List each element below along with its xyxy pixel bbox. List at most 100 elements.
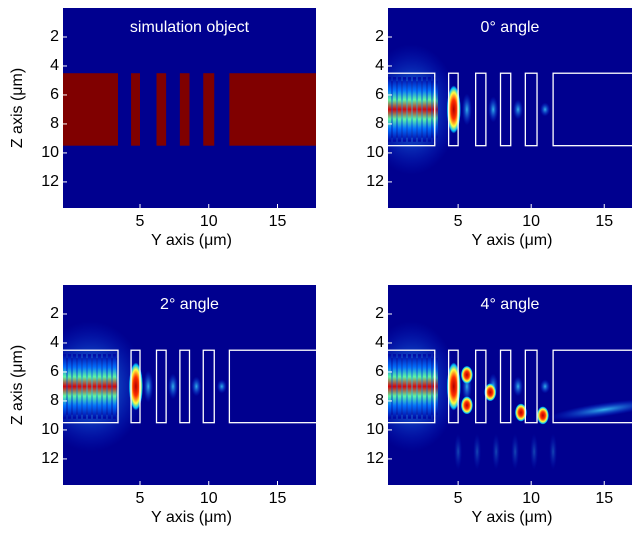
field-stripe: [401, 358, 403, 415]
y-tick-label: 2: [50, 305, 59, 322]
field-stripe: [81, 358, 83, 415]
field-stripe: [436, 358, 438, 415]
field-stripe: [388, 77, 391, 142]
field-stripe: [73, 354, 76, 419]
panel-title: 2° angle: [160, 296, 219, 313]
field-stripe: [428, 77, 431, 142]
field-stripe: [391, 358, 393, 415]
x-tick-label: 5: [136, 490, 145, 507]
y-tick-label: 12: [41, 450, 59, 467]
grating-outline: [475, 72, 487, 147]
field-stripe: [96, 358, 98, 415]
grating-tooth: [156, 73, 167, 146]
field-stripe: [406, 358, 408, 415]
field-stripe: [421, 81, 423, 138]
field-stripe: [436, 81, 438, 138]
x-tick-label: 15: [269, 213, 287, 230]
field-ripple: [549, 433, 558, 470]
field-hotspot: [446, 362, 461, 411]
field-hotspot: [514, 403, 527, 422]
waveguide-block: [63, 73, 118, 146]
field-spot: [191, 376, 202, 397]
field-stripe: [403, 77, 406, 142]
field-spot: [216, 379, 227, 394]
x-tick-label: 10: [200, 213, 218, 230]
field-stripe: [391, 81, 393, 138]
y-tick-label: 8: [50, 392, 59, 409]
field-stripe: [416, 358, 418, 415]
field-ripple: [454, 433, 463, 470]
field-stripe: [423, 354, 426, 419]
grating-outline: [202, 349, 215, 424]
field-ripple: [511, 433, 520, 470]
field-stripe: [413, 354, 416, 419]
plot-area: [63, 285, 316, 485]
grating-outline: [499, 349, 512, 424]
field-stripe: [418, 354, 421, 419]
grating-tooth: [203, 73, 215, 146]
field-hotspot: [460, 365, 473, 384]
field-stripe: [421, 358, 423, 415]
x-tick-label: 10: [522, 213, 540, 230]
field-stripe: [406, 81, 408, 138]
waveguide-outline: [552, 349, 632, 424]
field-stripe: [408, 77, 411, 142]
x-tick-label: 15: [269, 490, 287, 507]
field-stripe: [93, 354, 96, 419]
field-stripe: [398, 354, 401, 419]
field-spot: [513, 376, 524, 397]
y-tick-label: 12: [366, 173, 384, 190]
field-spot: [168, 373, 178, 400]
field-stripe: [83, 354, 86, 419]
field-stripe: [431, 358, 433, 415]
field-stripe: [98, 354, 101, 419]
grating-outline: [447, 72, 459, 147]
x-axis-label: Y axis (μm): [472, 232, 553, 249]
field-stripe: [431, 81, 433, 138]
field-stripe: [91, 358, 93, 415]
field-hotspot: [460, 396, 473, 415]
field-spot: [540, 379, 551, 394]
x-tick-label: 15: [595, 490, 613, 507]
field-stripe: [111, 358, 113, 415]
y-tick-label: 6: [375, 363, 384, 380]
grating-outline: [499, 72, 512, 147]
field-stripe: [86, 358, 88, 415]
field-spot: [540, 102, 551, 117]
y-tick-label: 4: [375, 57, 384, 74]
waveguide-outline: [388, 349, 436, 424]
grating-outline: [130, 349, 141, 424]
y-axis-label: Z axis (μm): [9, 345, 26, 425]
field-stripe: [416, 81, 418, 138]
field-hotspot: [446, 85, 461, 134]
y-tick-label: 12: [366, 450, 384, 467]
field-spot: [143, 370, 154, 403]
y-tick-label: 8: [375, 392, 384, 409]
panel: 0° angle 5 10 15 2 4 6 8 10 12 Y axis (μm): [366, 8, 632, 249]
x-axis-label: Y axis (μm): [472, 509, 553, 526]
panel-title: 0° angle: [481, 19, 540, 36]
field-hotspot: [484, 383, 497, 402]
y-tick-label: 8: [375, 115, 384, 132]
plot-area: [388, 285, 632, 485]
field-stripe: [426, 81, 428, 138]
x-tick-label: 5: [136, 213, 145, 230]
x-axis-label: Y axis (μm): [151, 232, 232, 249]
field-stripe: [108, 354, 111, 419]
field-stripe: [408, 354, 411, 419]
waveguide-outline: [388, 72, 436, 147]
field-hotspot: [536, 406, 549, 425]
field-stripe: [413, 77, 416, 142]
y-axis-label: Z axis (μm): [9, 68, 26, 148]
x-axis-label: Y axis (μm): [151, 509, 232, 526]
field-stripe: [396, 81, 398, 138]
y-tick-label: 8: [50, 115, 59, 132]
field-stripe: [101, 358, 103, 415]
y-tick-label: 4: [375, 334, 384, 351]
grating-outline: [155, 349, 167, 424]
grating-tooth: [131, 73, 140, 146]
field-stripe: [78, 354, 81, 419]
y-tick-label: 12: [41, 173, 59, 190]
